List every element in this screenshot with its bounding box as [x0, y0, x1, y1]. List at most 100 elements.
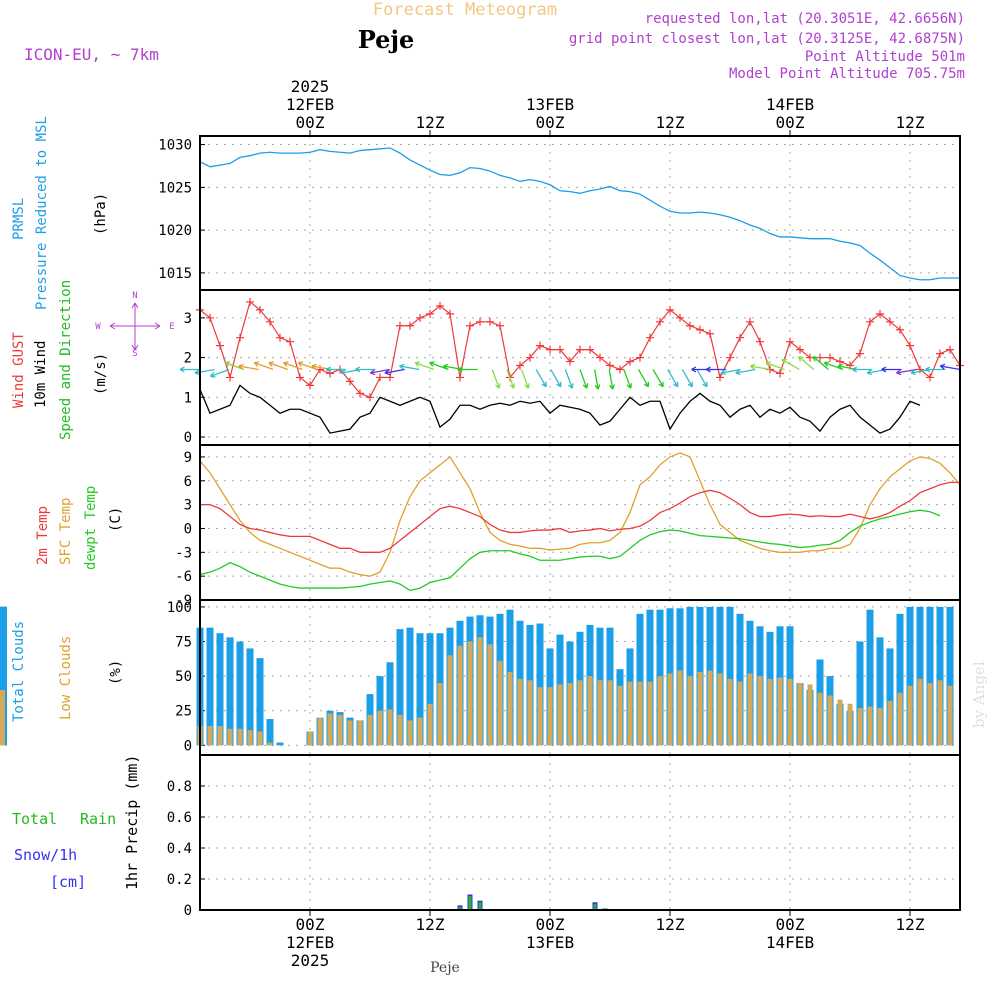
- wind-arrow-icon: [896, 368, 917, 376]
- wind-arrow-icon: [520, 369, 530, 389]
- wind-arrow-icon: [268, 361, 288, 371]
- gust-marker: [256, 305, 264, 314]
- precip-rain-bar: [468, 896, 472, 910]
- gust-marker: [666, 305, 674, 314]
- low-cloud-bar: [747, 673, 753, 746]
- temp-unit: (C): [108, 507, 124, 532]
- low-cloud-bar: [887, 701, 893, 746]
- sfc-temp-line: [199, 452, 961, 577]
- gust-marker: [306, 381, 314, 390]
- wind-arrow-icon: [735, 368, 756, 376]
- low-cloud-bar: [827, 695, 833, 746]
- low-cloud-bar: [367, 714, 373, 746]
- y-tick-label: 0.2: [167, 872, 192, 888]
- total-cloud-bar: [646, 609, 654, 746]
- cloud-labels: Total Clouds Low Clouds (%): [11, 621, 124, 722]
- panel-2: -9 -6 -3 0 3 6 9: [175, 445, 961, 609]
- wind-arrow-icon: [939, 363, 961, 371]
- gust-marker: [296, 373, 304, 382]
- precip-total-label: Total: [12, 810, 57, 828]
- precip-labels: Total Rain Snow/1h [cm] 1hr Precip (mm): [12, 755, 141, 891]
- low-cloud-bar: [517, 678, 523, 746]
- gust-marker: [726, 353, 734, 362]
- y-tick-label: 0.4: [167, 841, 192, 857]
- dewpt-line: [199, 509, 941, 592]
- top-tick-label: 14FEB: [766, 95, 814, 114]
- low-cloud-bar: [717, 673, 723, 746]
- gust-marker: [236, 333, 244, 342]
- low-cloud-bar: [587, 676, 593, 746]
- t2m-label: 2m Temp: [35, 506, 51, 565]
- low-cloud-bar: [537, 687, 543, 746]
- wind-arrow-icon: [681, 369, 693, 388]
- total-cloud-bar: [736, 613, 744, 746]
- precip-rain-bar: [458, 906, 462, 910]
- total-cloud-bar: [256, 658, 264, 746]
- gust-marker: [626, 357, 634, 366]
- low-cloud-bar: [817, 692, 823, 746]
- wind-labels: Wind GUST 10m Wind Speed and Direction (…: [11, 280, 175, 440]
- precip-rain-bar: [478, 902, 482, 910]
- wind-arrow-icon: [925, 366, 946, 373]
- y-tick-label: 0: [184, 521, 192, 537]
- sfc-label: SFC Temp: [58, 498, 74, 565]
- gust-marker: [206, 313, 214, 322]
- gust-marker: [906, 341, 914, 350]
- compass-south: S: [132, 349, 137, 359]
- panels: 1015 1020 1025 1030 0 1 2 3 -9 -6 -3 0 3 6 9 0 25 50 75 100…: [0, 135, 964, 919]
- gridpoint-coords: grid point closest lon,lat (20.3125E, 42…: [569, 31, 965, 47]
- low-cloud-bar: [877, 707, 883, 746]
- wind-arrow-icon: [194, 368, 215, 376]
- wind-arrow-icon: [369, 368, 391, 376]
- bottom-tick-label: 00Z: [536, 915, 565, 934]
- wind-arrow-icon: [399, 363, 420, 371]
- bottom-tick-label: 2025: [291, 951, 330, 970]
- wind-arrow-icon: [637, 369, 650, 388]
- wind-arrow-icon: [384, 368, 405, 376]
- panel-3: 0 25 50 75 100: [0, 600, 960, 755]
- y-tick-label: 0.6: [167, 810, 192, 826]
- gust-marker: [526, 353, 534, 362]
- y-tick-label: 2: [184, 351, 192, 367]
- y-tick-label: 1025: [158, 180, 192, 196]
- gust-marker: [856, 349, 864, 358]
- bottom-tick-label: 12FEB: [286, 933, 334, 952]
- total-cloud-bar: [226, 637, 234, 746]
- gust-marker: [636, 353, 644, 362]
- y-tick-label: 0: [184, 738, 192, 754]
- wind-arrow-icon: [209, 368, 230, 378]
- y-tick-label: 3: [184, 311, 192, 327]
- panel-0: 1015 1020 1025 1030: [158, 136, 960, 290]
- pressure-label-2: Pressure Reduced to MSL: [34, 116, 50, 310]
- total-cloud-bar: [636, 613, 644, 746]
- total-cloud-bar: [886, 648, 894, 746]
- low-cloud-bar: [547, 687, 553, 746]
- total-cloud-bar: [216, 633, 224, 746]
- low-cloud-bar: [397, 714, 403, 746]
- low-cloud-bar: [267, 742, 273, 746]
- low-cloud-bar: [217, 725, 223, 746]
- gust-marker: [246, 297, 254, 306]
- low-cloud-bar: [687, 676, 693, 746]
- y-tick-label: -3: [175, 545, 192, 561]
- gust-marker: [876, 309, 884, 318]
- t2m-line: [200, 481, 960, 553]
- low-cloud-bar: [857, 707, 863, 746]
- gust-marker: [396, 321, 404, 330]
- top-tick-label: 00Z: [296, 113, 325, 132]
- total-cloud-bar: [906, 606, 914, 746]
- precip-rain-bar: [593, 903, 597, 910]
- low-cloud-bar: [897, 692, 903, 746]
- y-tick-label: 75: [175, 635, 192, 651]
- gust-marker: [756, 337, 764, 346]
- gust-marker: [516, 361, 524, 370]
- gust-marker: [486, 317, 494, 326]
- wind-unit: (m/s): [93, 353, 109, 395]
- total-cloud-bar: [236, 641, 244, 746]
- low-cloud-bar: [407, 720, 413, 746]
- gust-marker: [466, 321, 474, 330]
- low-cloud-bar: [667, 673, 673, 746]
- total-cloud-bar: [266, 719, 274, 746]
- gust-label: Wind GUST: [11, 332, 27, 408]
- precip-unit: 1hr Precip (mm): [123, 755, 141, 890]
